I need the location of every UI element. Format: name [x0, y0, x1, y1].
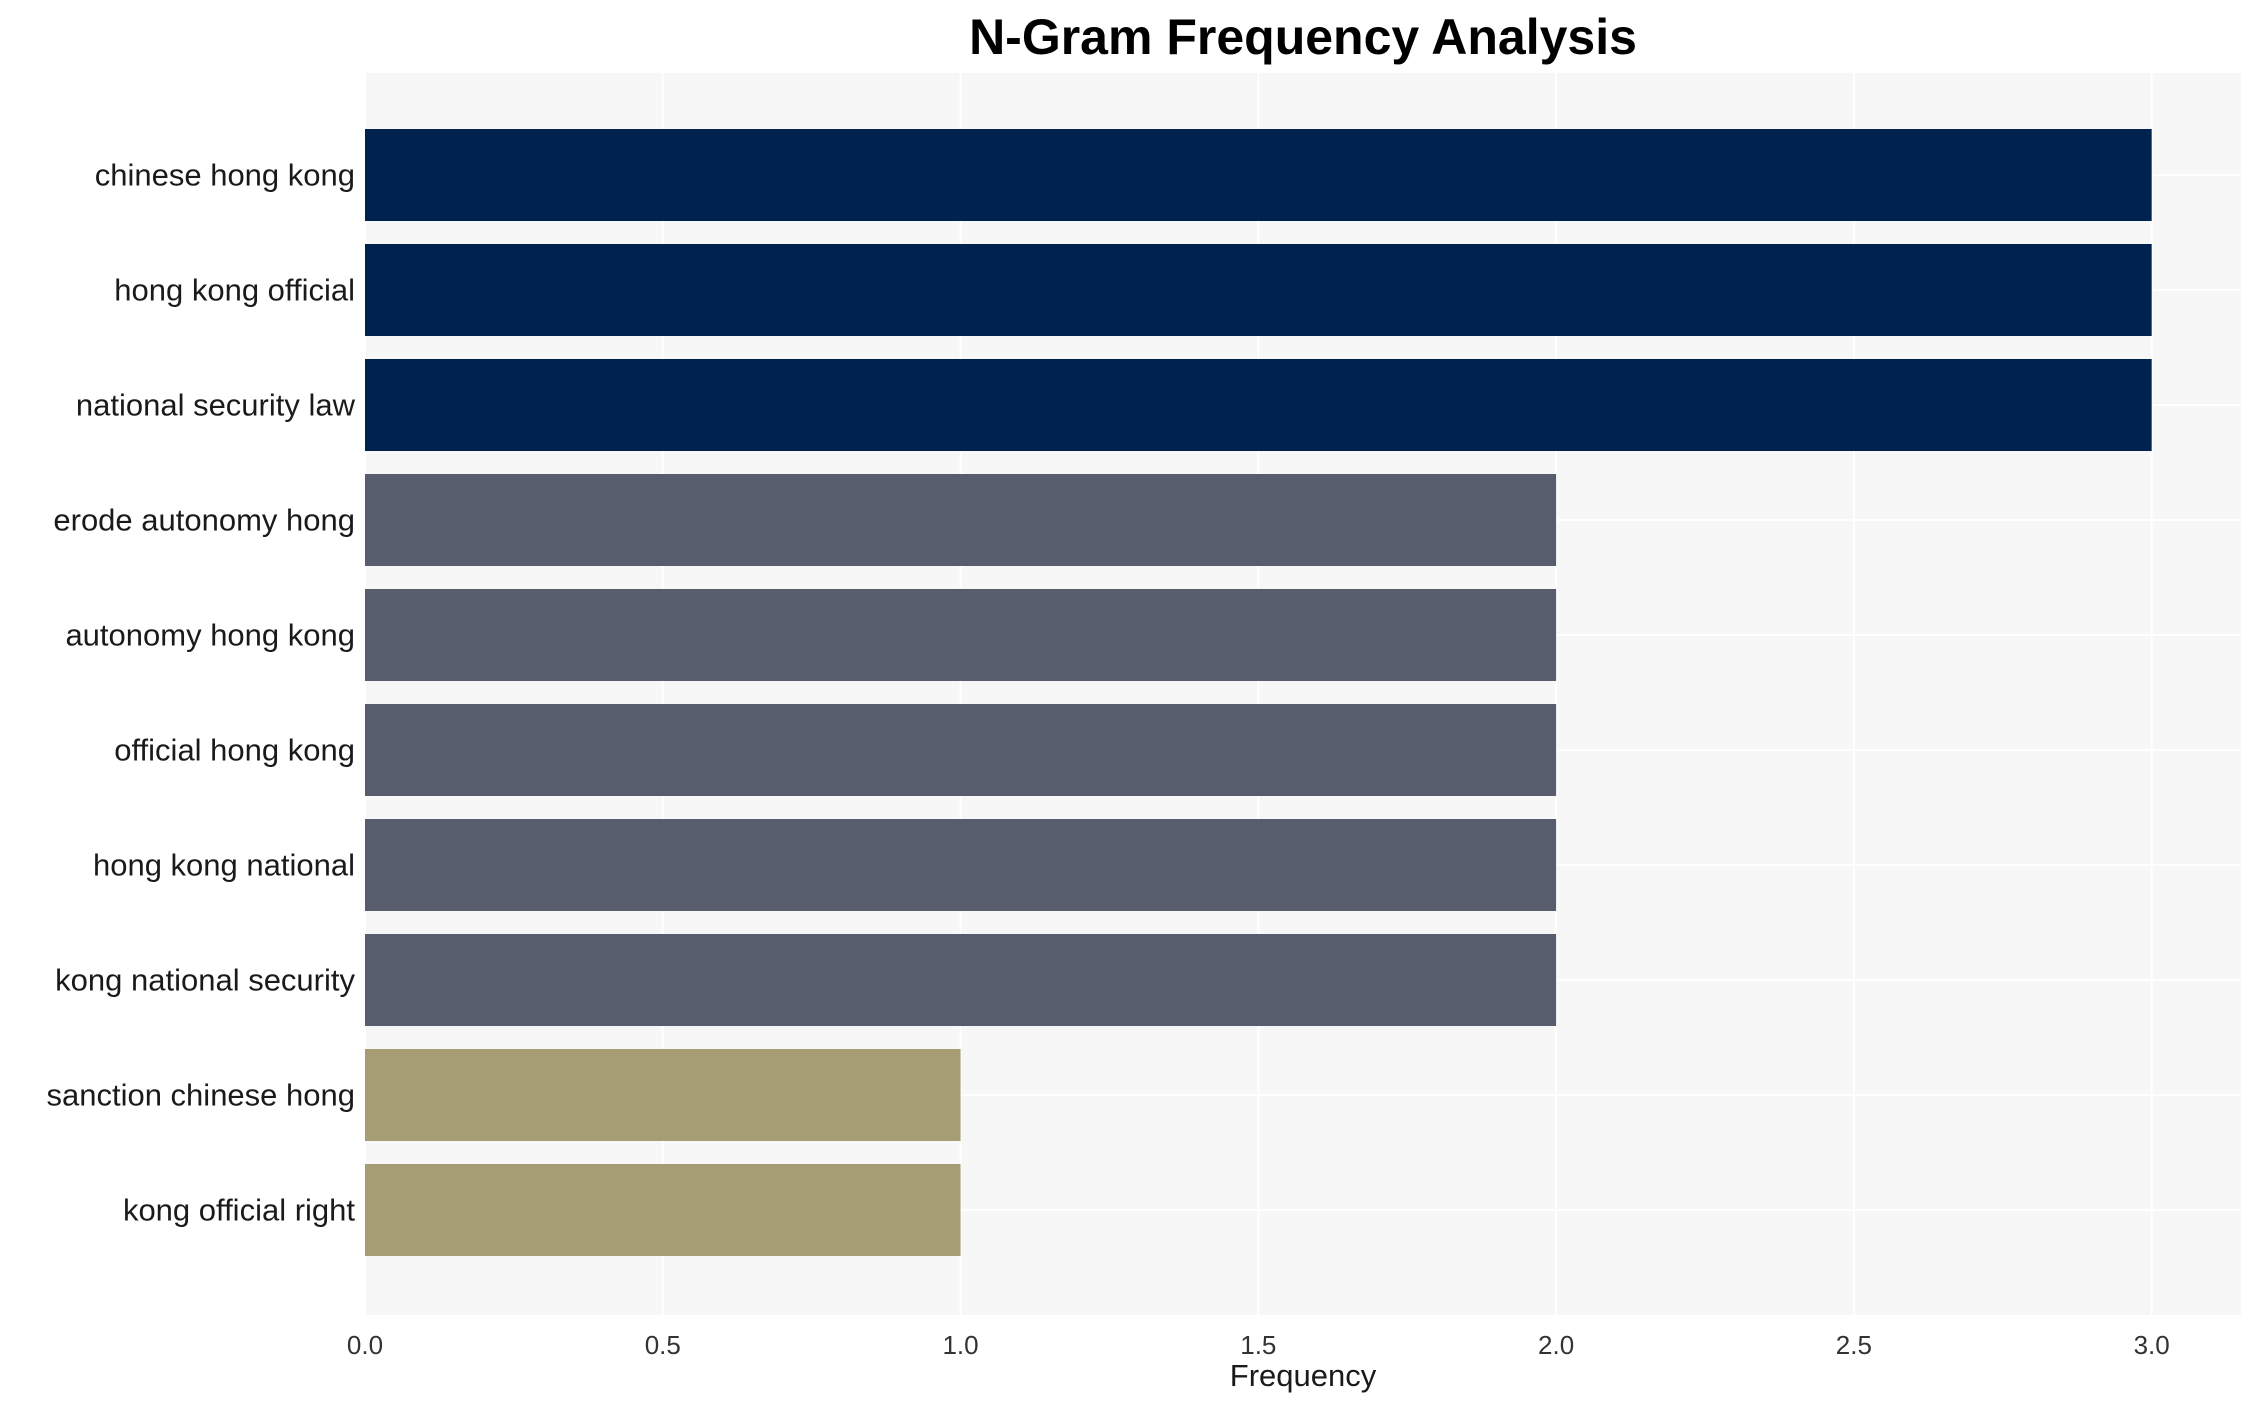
x-tick-label: 1.5: [1240, 1330, 1276, 1360]
x-tick-label: 2.0: [1538, 1330, 1574, 1360]
x-tick-label: 3.0: [2134, 1330, 2170, 1360]
x-axis-title: Frequency: [1230, 1358, 1377, 1393]
category-label: hong kong national: [93, 848, 355, 883]
bar-erode-autonomy-hong: [365, 474, 1557, 566]
category-label: erode autonomy hong: [53, 503, 355, 538]
category-label: chinese hong kong: [95, 158, 355, 193]
category-labels: chinese hong kong hong kong official natio…: [46, 158, 355, 1228]
bars: [365, 129, 2152, 1256]
bar-kong-national-security: [365, 934, 1557, 1026]
bar-hong-kong-official: [365, 244, 2152, 336]
category-label: official hong kong: [114, 733, 355, 768]
bar-sanction-chinese-hong: [365, 1049, 961, 1141]
x-tick-label: 2.5: [1836, 1330, 1872, 1360]
category-label: national security law: [76, 388, 356, 423]
category-label: autonomy hong kong: [65, 618, 355, 653]
x-tick-label: 1.0: [942, 1330, 978, 1360]
category-label: kong national security: [55, 963, 355, 998]
category-label: hong kong official: [114, 273, 355, 308]
chart-title: N-Gram Frequency Analysis: [969, 9, 1637, 65]
category-label: sanction chinese hong: [46, 1078, 355, 1113]
x-tick-label: 0.5: [645, 1330, 681, 1360]
bar-autonomy-hong-kong: [365, 589, 1557, 681]
bar-hong-kong-national: [365, 819, 1557, 911]
bar-chinese-hong-kong: [365, 129, 2152, 221]
bar-official-hong-kong: [365, 704, 1557, 796]
bar-kong-official-right: [365, 1164, 961, 1256]
category-label: kong official right: [123, 1193, 355, 1228]
bar-national-security-law: [365, 359, 2152, 451]
x-tick-label: 0.0: [347, 1330, 383, 1360]
x-tick-labels: 0.0 0.5 1.0 1.5 2.0 2.5 3.0: [347, 1330, 2170, 1360]
